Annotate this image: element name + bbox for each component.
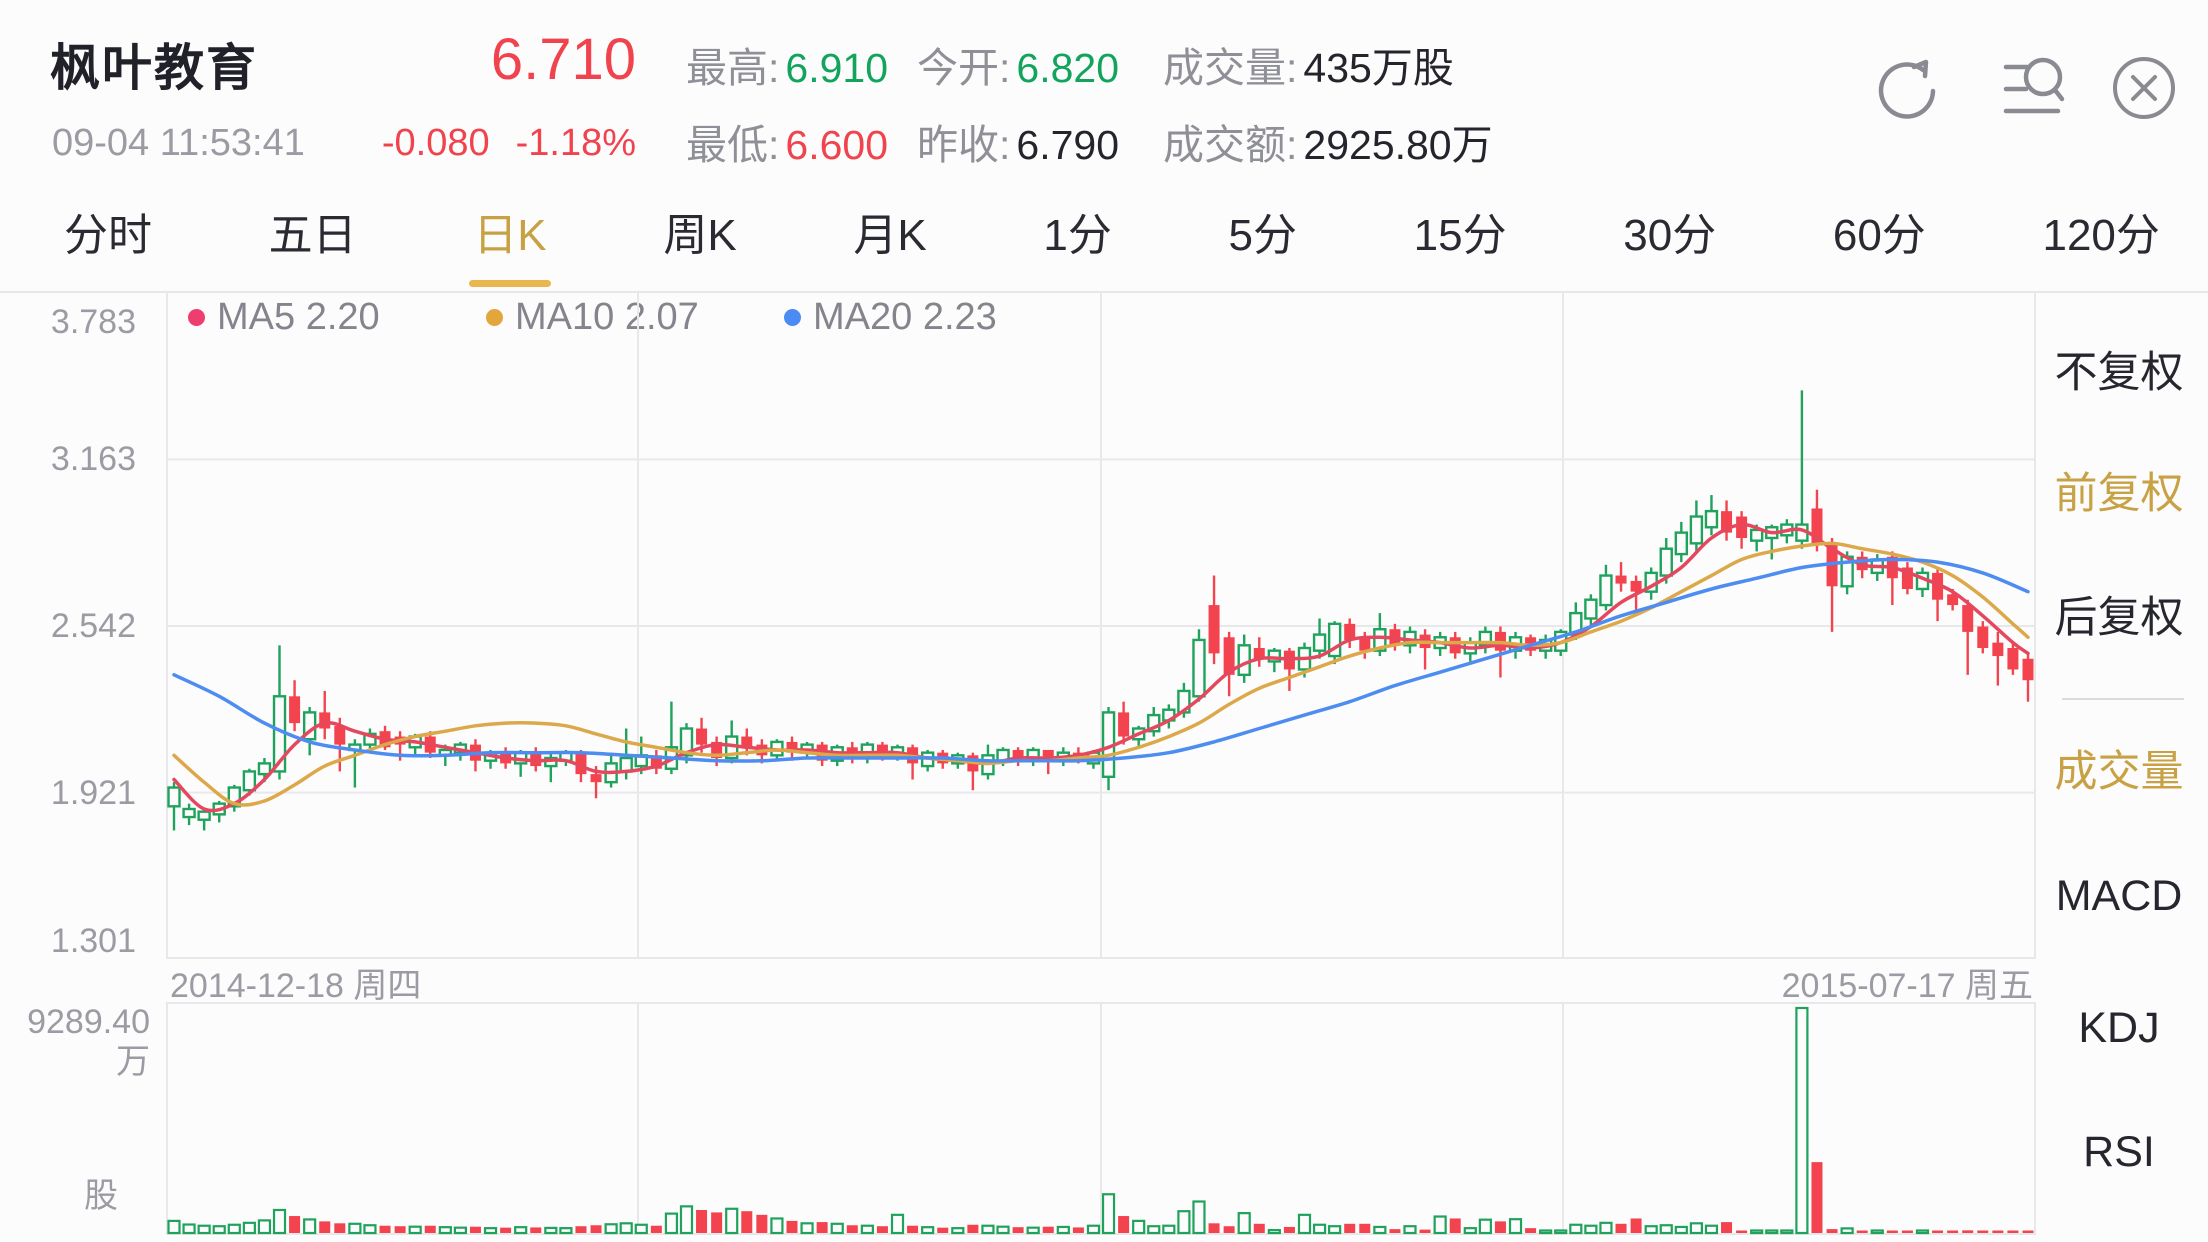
y-axis-tick: 2.542 [50,607,136,645]
refresh-button[interactable] [1873,53,1943,123]
tab-minute[interactable]: 分时 [64,211,152,260]
tab-weekly-k[interactable]: 周K [663,211,737,260]
tab-monthly-k[interactable]: 月K [853,211,927,260]
quote-timestamp: 09-04 11:53:41 [52,122,305,164]
sidebar-item-macd[interactable]: MACD [2055,872,2183,920]
tab-15min[interactable]: 15分 [1413,211,1507,260]
stat-prev-close: 昨收: 6.790 [917,122,1120,168]
ma5-dot-icon [188,309,205,326]
x-axis-start-date: 2014-12-18 周四 [170,967,422,1005]
sidebar-item-kdj[interactable]: KDJ [2078,1004,2160,1052]
stock-name: 枫叶教育 [50,40,258,96]
candlestick-chart[interactable] [166,293,2036,959]
stat-open: 今开: 6.820 [917,45,1120,91]
sidebar-item-backward-adjust[interactable]: 后复权 [2054,594,2184,642]
sidebar-item-no-adjust[interactable]: 不复权 [2054,349,2184,397]
period-tab-bar: 分时 五日 日K 周K 月K 1分 5分 15分 30分 60分 120分 [60,196,2164,287]
current-price: 6.710 [490,27,636,92]
sidebar-item-volume[interactable]: 成交量 [2054,748,2184,796]
refresh-icon [1878,59,1936,119]
stat-low: 最低: 6.600 [686,122,889,168]
y-axis-tick: 1.301 [50,922,136,960]
sidebar-divider [2062,698,2184,700]
tab-5min[interactable]: 5分 [1228,211,1297,260]
y-axis-tick: 3.163 [50,440,136,478]
volume-axis-max: 9289.40万 [27,1003,150,1081]
active-tab-underline [468,280,551,287]
tab-1min[interactable]: 1分 [1043,211,1112,260]
tab-120min[interactable]: 120分 [2042,211,2160,260]
tab-daily-k[interactable]: 日K [468,199,551,287]
tab-60min[interactable]: 60分 [1832,211,1926,260]
price-change: -0.080 -1.18% [330,122,636,165]
close-button[interactable] [2109,53,2179,123]
legend-ma5: MA5 2.20 [188,296,380,339]
ma10-dot-icon [486,309,503,326]
close-icon [2113,57,2175,119]
sidebar-item-forward-adjust[interactable]: 前复权 [2054,470,2184,518]
x-axis-end-date: 2015-07-17 周五 [1781,967,2033,1005]
change-percent: -1.18% [515,122,636,164]
indicator-search-button[interactable] [2000,53,2070,123]
tab-5day[interactable]: 五日 [268,211,357,260]
legend-ma20: MA20 2.23 [784,296,997,339]
legend-ma10: MA10 2.07 [486,296,699,339]
stat-high: 最高: 6.910 [686,45,889,91]
sidebar-item-rsi[interactable]: RSI [2083,1128,2155,1176]
tabbar-divider [0,291,2208,293]
y-axis-tick: 1.921 [50,774,136,812]
volume-axis-unit: 股 [84,1177,118,1215]
stat-turnover: 成交额: 2925.80万 [1163,122,1493,168]
stat-volume: 成交量: 435万股 [1163,45,1454,91]
y-axis-tick: 3.783 [50,303,136,341]
volume-chart[interactable] [166,1002,2036,1235]
tab-30min[interactable]: 30分 [1623,211,1717,260]
change-value: -0.080 [381,122,490,164]
ma20-dot-icon [784,309,801,326]
zoom-search-icon [2003,57,2065,114]
